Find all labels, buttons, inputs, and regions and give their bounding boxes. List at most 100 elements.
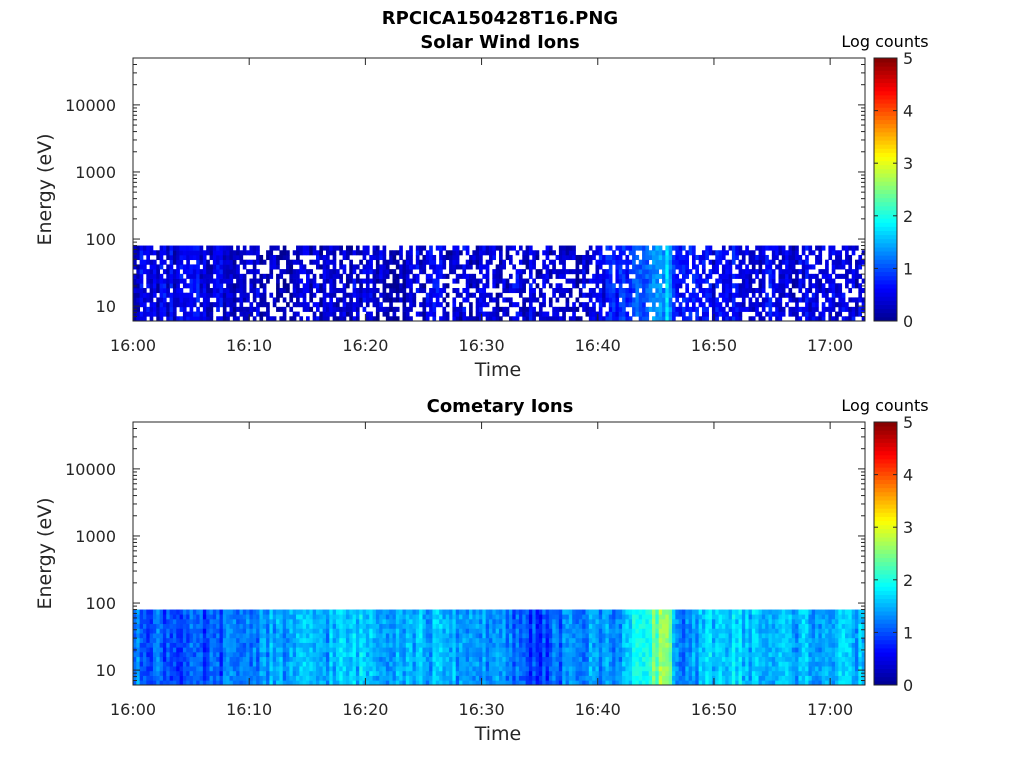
heatmap-cell bbox=[272, 670, 277, 676]
heatmap-cell bbox=[176, 666, 180, 672]
heatmap-cell bbox=[339, 287, 343, 294]
heatmap-cell bbox=[262, 661, 267, 667]
heatmap-cell bbox=[445, 618, 450, 625]
heatmap-cell bbox=[628, 245, 633, 251]
heatmap-cell bbox=[605, 666, 610, 672]
heatmap-cell bbox=[249, 250, 254, 256]
heatmap-cell bbox=[256, 651, 260, 658]
heatmap-cell bbox=[352, 302, 357, 308]
heatmap-cell bbox=[176, 273, 180, 279]
heatmap-cell bbox=[402, 623, 407, 629]
heatmap-cell bbox=[462, 316, 467, 322]
heatmap-cell bbox=[469, 628, 473, 634]
heatmap-cell bbox=[808, 245, 813, 251]
heatmap-cell bbox=[678, 278, 683, 284]
heatmap-cell bbox=[502, 647, 507, 653]
heatmap-cell bbox=[655, 278, 660, 284]
heatmap-cell bbox=[296, 647, 300, 653]
heatmap-cell bbox=[262, 647, 267, 653]
colorbar-segment bbox=[874, 259, 897, 264]
heatmap-cell bbox=[352, 306, 357, 312]
heatmap-cell bbox=[399, 628, 403, 634]
heatmap-cells bbox=[133, 245, 866, 322]
heatmap-cell bbox=[279, 680, 284, 686]
heatmap-cell bbox=[472, 273, 477, 279]
heatmap-cell bbox=[369, 666, 373, 672]
heatmap-cell bbox=[169, 311, 174, 317]
heatmap-cell bbox=[525, 642, 530, 648]
heatmap-cell bbox=[818, 316, 823, 322]
heatmap-cell bbox=[372, 637, 377, 643]
heatmap-cell bbox=[226, 647, 230, 653]
heatmap-cell bbox=[226, 670, 230, 676]
heatmap-cell bbox=[831, 250, 836, 256]
heatmap-cell bbox=[532, 250, 536, 256]
heatmap-cell bbox=[755, 259, 759, 265]
heatmap-cell bbox=[342, 250, 347, 256]
heatmap-cell bbox=[808, 250, 813, 256]
heatmap-cell bbox=[701, 254, 706, 261]
heatmap-cell bbox=[256, 637, 260, 643]
heatmap-cell bbox=[548, 680, 553, 686]
heatmap-cell bbox=[449, 269, 453, 275]
heatmap-cell bbox=[236, 254, 240, 261]
heatmap-cell bbox=[731, 245, 736, 251]
heatmap-cell bbox=[425, 670, 430, 676]
heatmap-cell bbox=[425, 250, 430, 256]
heatmap-cell bbox=[578, 651, 583, 658]
heatmap-cell bbox=[545, 264, 550, 270]
heatmap-cell bbox=[841, 273, 846, 279]
heatmap-cell bbox=[332, 666, 337, 672]
heatmap-cell bbox=[449, 675, 453, 681]
heatmap-cell bbox=[795, 273, 799, 279]
heatmap-cell bbox=[335, 637, 340, 643]
heatmap-cell bbox=[535, 254, 540, 261]
heatmap-cell bbox=[538, 680, 543, 686]
heatmap-cell bbox=[236, 287, 240, 294]
colorbar-segment bbox=[874, 300, 897, 305]
heatmap-cell bbox=[309, 297, 314, 303]
heatmap-cell bbox=[142, 651, 147, 658]
heatmap-cell bbox=[568, 269, 573, 275]
heatmap-cell bbox=[179, 245, 184, 251]
heatmap-cell bbox=[825, 273, 829, 279]
heatmap-cell bbox=[435, 245, 440, 251]
heatmap-cell bbox=[665, 264, 670, 270]
heatmap-cell bbox=[415, 609, 420, 615]
heatmap-cell bbox=[602, 628, 606, 634]
heatmap-cell bbox=[222, 311, 227, 317]
heatmap-cell bbox=[206, 651, 210, 658]
heatmap-cell bbox=[133, 633, 137, 639]
heatmap-cell bbox=[186, 647, 190, 653]
heatmap-cell bbox=[781, 278, 786, 284]
heatmap-cell bbox=[625, 297, 630, 303]
heatmap-cell bbox=[345, 614, 350, 620]
heatmap-cell bbox=[485, 647, 490, 653]
heatmap-cell bbox=[642, 283, 646, 289]
heatmap-cell bbox=[186, 628, 190, 634]
heatmap-cell bbox=[316, 670, 320, 676]
heatmap-cell bbox=[309, 637, 314, 643]
heatmap-cell bbox=[552, 259, 556, 265]
heatmap-cell bbox=[602, 297, 606, 303]
heatmap-cell bbox=[525, 670, 530, 676]
heatmap-cell bbox=[532, 297, 536, 303]
heatmap-cell bbox=[545, 245, 550, 251]
heatmap-cell bbox=[538, 633, 543, 639]
heatmap-cell bbox=[545, 637, 550, 643]
heatmap-cell bbox=[176, 254, 180, 261]
heatmap-cell bbox=[179, 609, 184, 615]
heatmap-cell bbox=[449, 264, 453, 270]
heatmap-cell bbox=[588, 259, 593, 265]
heatmap-cell bbox=[312, 651, 317, 658]
heatmap-cell bbox=[861, 259, 866, 265]
heatmap-cell bbox=[262, 292, 267, 298]
heatmap-cell bbox=[372, 316, 377, 322]
heatmap-cell bbox=[226, 675, 230, 681]
heatmap-cell bbox=[741, 250, 746, 256]
heatmap-cell bbox=[492, 273, 497, 279]
heatmap-cell bbox=[815, 254, 819, 261]
heatmap-cell bbox=[282, 623, 287, 629]
heatmap-cell bbox=[725, 302, 729, 308]
heatmap-cell bbox=[479, 633, 483, 639]
